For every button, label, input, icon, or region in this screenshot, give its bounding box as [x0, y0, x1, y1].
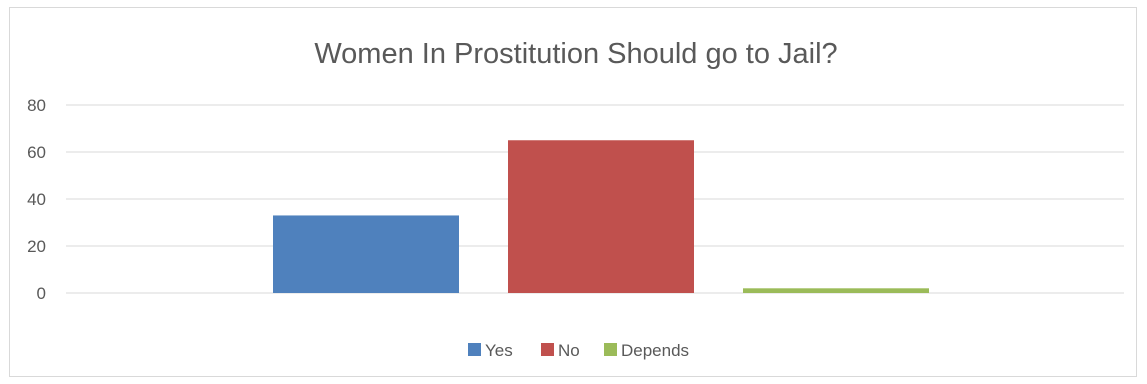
chart-title: Women In Prostitution Should go to Jail?: [314, 38, 837, 70]
y-tick-label: 80: [27, 96, 46, 115]
legend-label-yes: Yes: [485, 341, 513, 360]
legend-swatch-depends: [604, 343, 617, 356]
legend-swatch-yes: [468, 343, 481, 356]
y-tick-label: 0: [37, 284, 46, 303]
bar-depends: [743, 288, 929, 293]
legend-swatch-no: [541, 343, 554, 356]
legend-label-no: No: [558, 341, 580, 360]
y-tick-label: 60: [27, 143, 46, 162]
y-axis-ticks: 0 20 40 60 80: [27, 96, 46, 303]
legend: Yes No Depends: [468, 341, 689, 360]
legend-label-depends: Depends: [621, 341, 689, 360]
bars: [273, 140, 929, 293]
y-tick-label: 40: [27, 190, 46, 209]
bar-no: [508, 140, 694, 293]
y-tick-label: 20: [27, 237, 46, 256]
bar-yes: [273, 215, 459, 293]
